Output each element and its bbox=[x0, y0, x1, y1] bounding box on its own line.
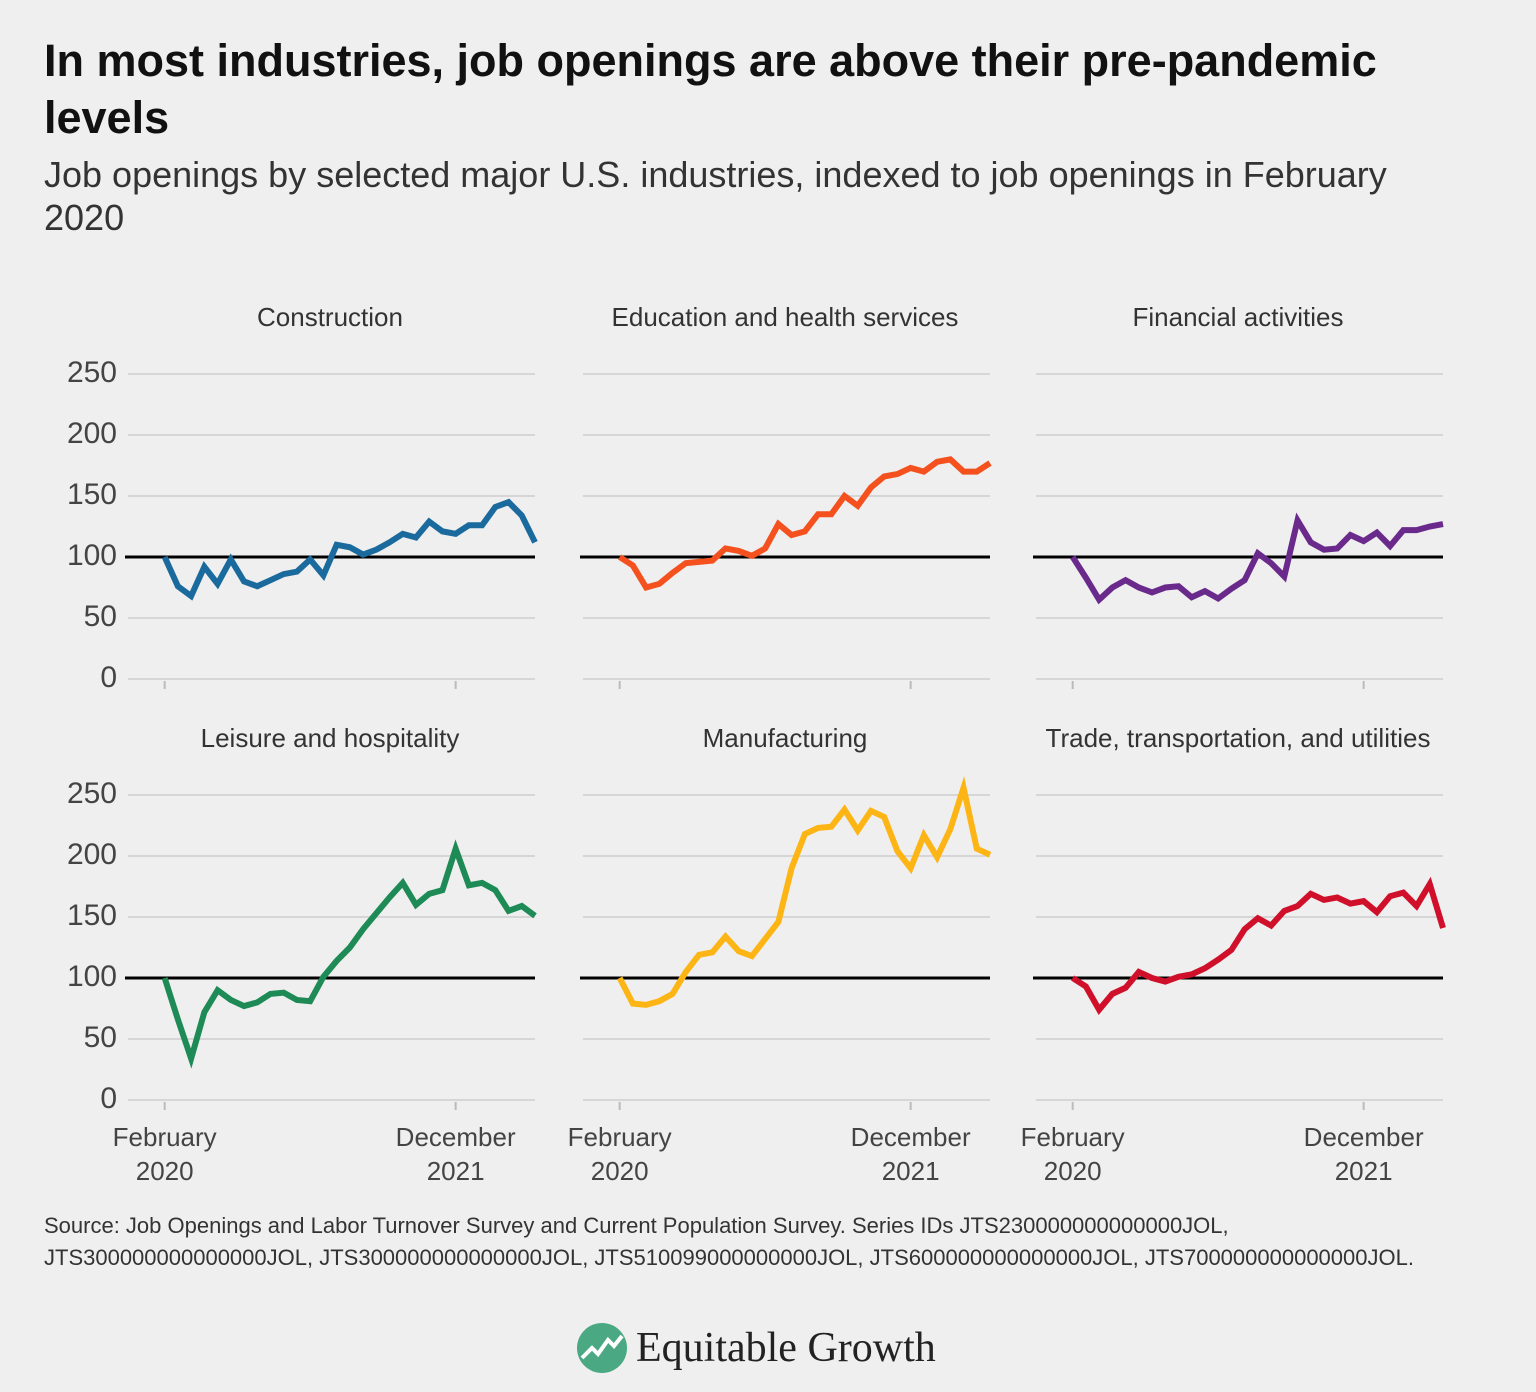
panel-title: Manufacturing bbox=[702, 723, 868, 753]
panel-title: Financial activities bbox=[1132, 302, 1344, 332]
logo-text: Equitable Growth bbox=[636, 1325, 936, 1371]
data-line bbox=[161, 839, 537, 1069]
y-tick-label: 250 bbox=[67, 356, 117, 389]
data-line bbox=[618, 456, 992, 591]
y-tick-label: 0 bbox=[100, 661, 117, 694]
panel-title: Construction bbox=[257, 302, 403, 332]
y-tick-label: 50 bbox=[84, 1021, 117, 1054]
y-tick-label: 150 bbox=[67, 899, 117, 932]
x-tick-label: February 2020 bbox=[112, 1122, 217, 1186]
logo: Equitable Growth bbox=[576, 1318, 936, 1378]
data-line bbox=[1071, 876, 1446, 1015]
panel-title: Trade, transportation, and utilities bbox=[1045, 723, 1431, 753]
x-tick-label: December 2021 bbox=[1303, 1122, 1424, 1186]
x-tick-label: December 2021 bbox=[850, 1122, 971, 1186]
data-line bbox=[161, 498, 538, 601]
data-line bbox=[1070, 512, 1444, 605]
source-note: Source: Job Openings and Labor Turnover … bbox=[44, 1213, 1414, 1270]
y-tick-label: 200 bbox=[67, 838, 117, 871]
x-tick-label: December 2021 bbox=[395, 1122, 516, 1186]
data-line bbox=[617, 776, 992, 1008]
y-tick-label: 0 bbox=[100, 1082, 117, 1115]
logo-icon bbox=[577, 1323, 627, 1373]
y-tick-label: 200 bbox=[67, 417, 117, 450]
y-tick-label: 250 bbox=[67, 777, 117, 810]
y-tick-label: 100 bbox=[67, 539, 117, 572]
panel-title: Leisure and hospitality bbox=[200, 723, 460, 753]
title: In most industries, job openings are abo… bbox=[44, 35, 1377, 143]
x-tick-label: February 2020 bbox=[567, 1122, 672, 1186]
y-tick-label: 100 bbox=[67, 960, 117, 993]
y-tick-label: 150 bbox=[67, 478, 117, 511]
x-tick-label: February 2020 bbox=[1020, 1122, 1125, 1186]
panel-title: Education and health services bbox=[611, 302, 959, 332]
y-tick-label: 50 bbox=[84, 600, 117, 633]
subtitle: Job openings by selected major U.S. indu… bbox=[44, 154, 1387, 238]
